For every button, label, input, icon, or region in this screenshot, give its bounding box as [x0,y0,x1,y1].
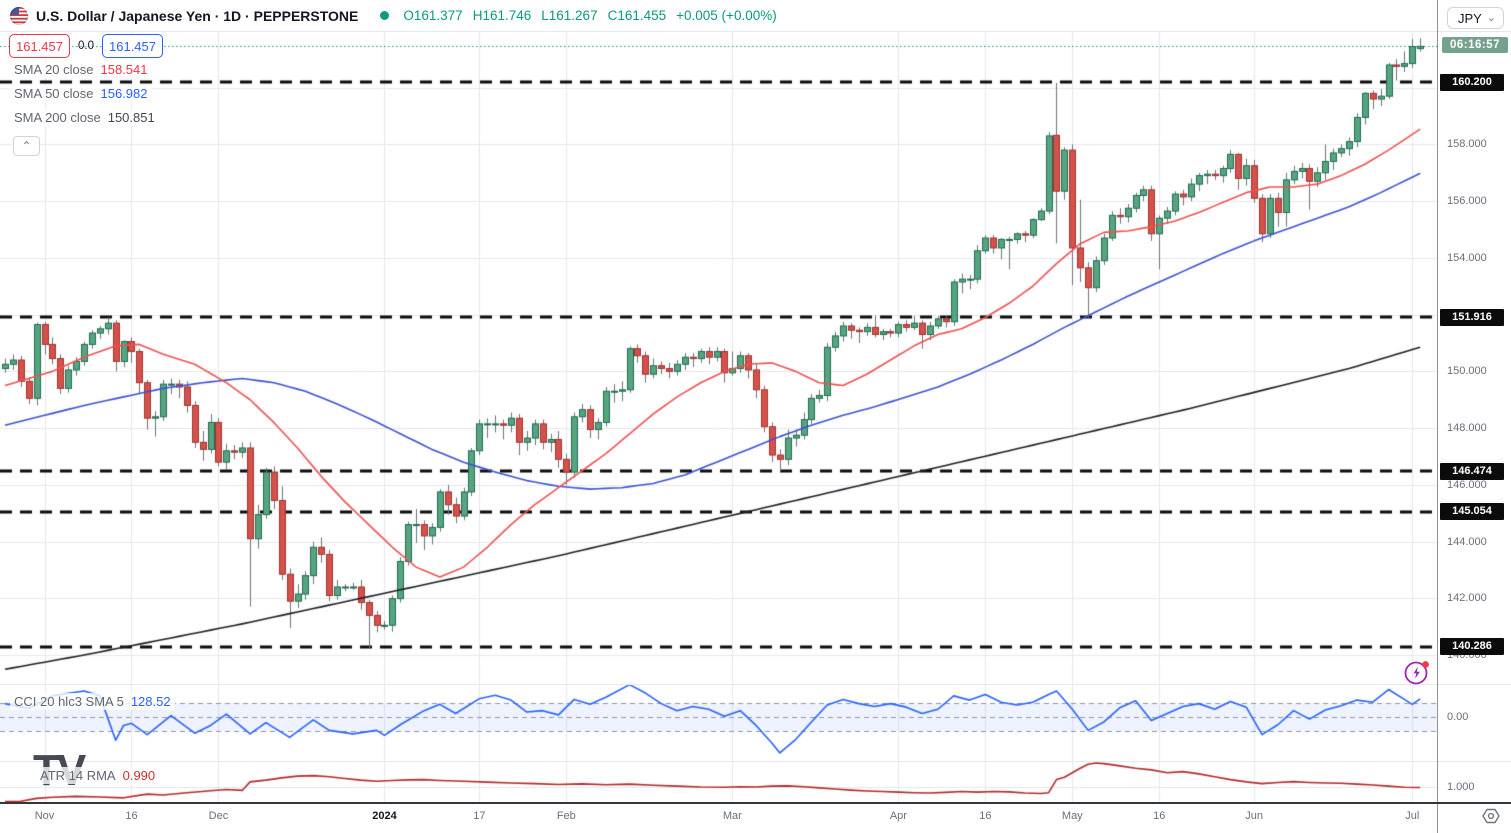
price-axis-label: 150.000 [1447,365,1487,378]
atr-label: ATR 14 RMA [40,768,116,783]
cci-label: CCI 20 hlc3 SMA 5 [14,694,124,709]
price-axis-label: 154.000 [1447,251,1487,264]
gear-icon[interactable] [1482,808,1500,829]
time-axis-label: Jun [1245,810,1264,822]
time-axis-label: 2024 [372,810,397,822]
collapse-legend-button[interactable]: ⌃ [13,136,40,156]
time-axis-label: Jul [1405,810,1420,822]
price-axis-border [1437,0,1438,833]
legend-cci[interactable]: CCI 20 hlc3 SMA 5 128.52 [10,693,175,710]
ohlc-low: L161.267 [541,8,598,23]
sma20-value: 158.541 [100,62,148,77]
price-axis-label: 148.000 [1447,422,1487,435]
time-axis-label: May [1061,810,1083,822]
spread-value: 0.0 [78,40,94,52]
legend-sma50[interactable]: SMA 50 close 156.982 [10,85,152,102]
level-price-label: 146.474 [1440,462,1504,480]
time-axis-label: 16 [979,810,992,822]
atr-axis-label: 1.000 [1447,781,1475,793]
time-axis-label: Dec [208,810,229,822]
level-price-label: 145.054 [1440,503,1504,521]
pane-divider-cci-atr[interactable] [0,761,1511,762]
level-price-label: 151.916 [1440,308,1504,326]
chevron-down-icon: ⌄ [1486,12,1496,24]
currency-label: JPY [1458,10,1482,26]
legend-sma20[interactable]: SMA 20 close 158.541 [10,61,152,78]
price-axis-label: 142.000 [1447,592,1487,605]
time-axis-label: 17 [473,810,486,822]
level-price-label: 140.286 [1440,638,1504,656]
sma200-label: SMA 200 close [14,110,101,125]
ohlc-close: C161.455 [607,8,667,23]
legend-atr[interactable]: ATR 14 RMA 0.990 [36,767,160,784]
price-scale[interactable]: JPY ⌄ 06:16:57 140.000 142.000 144.000 146.… [1438,0,1511,802]
sma50-value: 156.982 [100,86,148,101]
time-axis-label: Mar [722,810,742,822]
buy-button[interactable]: 161.457 [102,34,163,58]
time-axis-border [0,802,1511,804]
pane-divider-main-cci[interactable] [0,684,1511,685]
chevron-up-icon: ⌃ [21,139,32,153]
time-axis-label: Feb [556,810,576,822]
header-divider [0,31,1511,32]
sma200-value: 150.851 [107,110,155,125]
price-chart-canvas[interactable] [0,0,1437,802]
trade-widget: 161.457 0.0 161.457 [9,34,163,58]
ohlc-high: H161.746 [472,8,532,23]
time-axis-label: Apr [889,810,907,822]
ohlc-open: O161.377 [403,8,463,23]
time-scale[interactable]: Nov 16 Dec 2024 17 Feb Mar Apr 16 May 16 Jun Jul [0,804,1437,833]
market-status-icon [380,11,390,20]
cci-axis-label: 0.00 [1447,711,1469,723]
ohlc-values: O161.377 H161.746 L161.267 C161.455 +0.005 (… [403,8,776,23]
us-flag-icon [10,6,28,25]
time-axis-label: Nov [34,810,55,822]
level-price-label: 160.200 [1440,73,1504,91]
price-axis-label: 144.000 [1447,535,1487,548]
sma20-label: SMA 20 close [14,62,94,77]
bar-countdown: 06:16:57 [1442,37,1508,53]
currency-dropdown[interactable]: JPY ⌄ [1447,7,1504,29]
symbol-header: U.S. Dollar / Japanese Yen · 1D · PEPPER… [0,0,777,31]
lightning-icon[interactable] [1402,658,1432,688]
price-axis-label: 156.000 [1447,195,1487,208]
ohlc-change: +0.005 (+0.00%) [676,8,777,23]
price-axis-label: 146.000 [1447,478,1487,491]
legend-sma200[interactable]: SMA 200 close 150.851 [10,109,159,126]
symbol-title[interactable]: U.S. Dollar / Japanese Yen · 1D · PEPPER… [36,7,359,24]
sma50-label: SMA 50 close [14,86,94,101]
price-axis-label: 158.000 [1447,138,1487,151]
sell-button[interactable]: 161.457 [9,34,70,58]
time-axis-label: 16 [1153,810,1166,822]
cci-value: 128.52 [130,694,171,709]
atr-value: 0.990 [122,768,156,783]
time-axis-label: 16 [125,810,138,822]
